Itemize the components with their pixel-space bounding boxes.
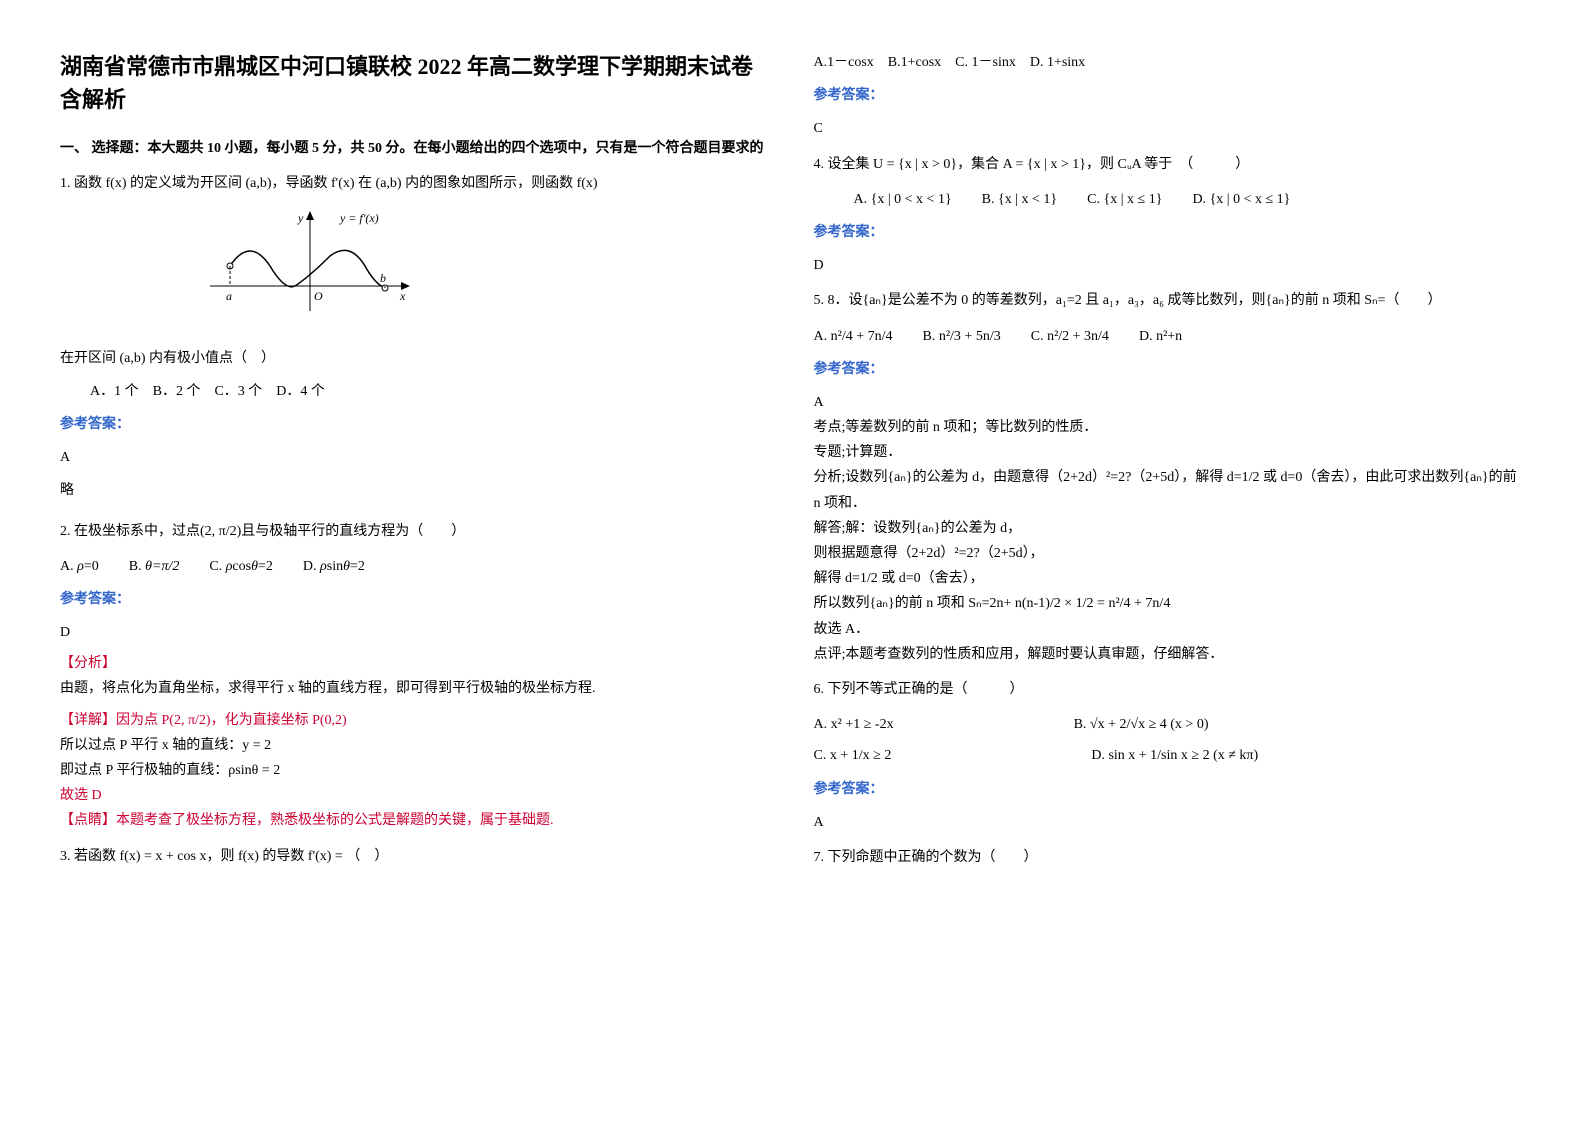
x-axis-label: x (399, 289, 406, 303)
q4-answer: D (814, 253, 1528, 278)
q6-text: 6. 下列不等式正确的是（ ） (814, 682, 1024, 697)
origin-label: O (314, 289, 323, 303)
q2-analysis: 由题，将点化为直角坐标，求得平行 x 轴的直线方程，即可得到平行极轴的极坐标方程… (60, 676, 774, 701)
q5-text: 5. 8．设{aₙ}是公差不为 0 的等差数列，a₁=2 且 a₁，a₃，a₆ … (814, 293, 1442, 308)
q5-topic: 专题;计算题． (814, 440, 1528, 465)
q5-comment: 点评;本题考查数列的性质和应用，解题时要认真审题，仔细解答． (814, 642, 1528, 667)
q6-optA: A. x² +1 ≥ -2x (814, 712, 894, 737)
q2-optB: B. θ=π/2 (129, 554, 180, 579)
b-label: b (380, 271, 386, 285)
q4-options: A. {x | 0 < x < 1} B. {x | x < 1} C. {x … (854, 187, 1528, 212)
q5-solve3: 解得 d=1/2 或 d=0（舍去）， (814, 566, 1528, 591)
q2-optD: D. ρsinθ=2 (303, 554, 365, 579)
right-column: A.1－cosx B.1+cosx C. 1－sinx D. 1+sinx 参考… (814, 50, 1528, 1072)
q6-optB: B. √x + 2/√x ≥ 4 (x > 0) (1074, 712, 1209, 737)
q2-detail2: 所以过点 P 平行 x 轴的直线：y = 2 (60, 733, 774, 758)
a-label: a (226, 289, 232, 303)
question-4: 4. 设全集 U = {x | x > 0}，集合 A = {x | x > 1… (814, 152, 1528, 177)
q5-optD: D. n²+n (1139, 324, 1182, 349)
q6-options-row2: C. x + 1/x ≥ 2 D. sin x + 1/sin x ≥ 2 (x… (814, 743, 1528, 768)
question-1: 1. 函数 f(x) 的定义域为开区间 (a,b)，导函数 f'(x) 在 (a… (60, 171, 774, 196)
q5-options: A. n²/4 + 7n/4 B. n²/3 + 5n/3 C. n²/2 + … (814, 324, 1528, 349)
q5-solve2: 则根据题意得（2+2d）²=2?（2+5d）， (814, 541, 1528, 566)
q4-text: 4. 设全集 U = {x | x > 0}，集合 A = {x | x > 1… (814, 157, 1250, 172)
answer-label-4: 参考答案： (814, 220, 1528, 245)
q4-optD: D. {x | 0 < x ≤ 1} (1192, 187, 1290, 212)
answer-label-1: 参考答案： (60, 412, 774, 437)
q2-answer: D (60, 620, 774, 645)
q2-analysis-label: 【分析】 (60, 651, 774, 676)
q6-answer: A (814, 810, 1528, 835)
question-6: 6. 下列不等式正确的是（ ） (814, 677, 1528, 702)
q1-text: 1. 函数 f(x) 的定义域为开区间 (a,b)，导函数 f'(x) 在 (a… (60, 176, 598, 191)
q2-detail3: 即过点 P 平行极轴的直线：ρsinθ = 2 (60, 758, 774, 783)
q3-text: 3. 若函数 f(x) = x + cos x，则 f(x) 的导数 f'(x)… (60, 849, 388, 864)
q2-options: A. ρ=0 B. θ=π/2 C. ρcosθ=2 D. ρsinθ=2 (60, 554, 774, 579)
q5-optB: B. n²/3 + 5n/3 (923, 324, 1001, 349)
question-2: 2. 在极坐标系中，过点(2, π/2)且与极轴平行的直线方程为（ ） (60, 519, 774, 544)
q6-optD: D. sin x + 1/sin x ≥ 2 (x ≠ kπ) (1091, 743, 1258, 768)
section-1-heading: 一、 选择题：本大题共 10 小题，每小题 5 分，共 50 分。在每小题给出的… (60, 136, 774, 161)
question-5: 5. 8．设{aₙ}是公差不为 0 的等差数列，a₁=2 且 a₁，a₃，a₆ … (814, 288, 1528, 313)
question-3: 3. 若函数 f(x) = x + cos x，则 f(x) 的导数 f'(x)… (60, 844, 774, 869)
answer-label-3: 参考答案： (814, 83, 1528, 108)
q1-options: A．1 个 B．2 个 C．3 个 D．4 个 (90, 379, 774, 404)
q2-optC: C. ρcosθ=2 (209, 554, 273, 579)
q2-optA: A. ρ=0 (60, 554, 99, 579)
q1-text2: 在开区间 (a,b) 内有极小值点（ ） (60, 346, 774, 371)
q5-optA: A. n²/4 + 7n/4 (814, 324, 893, 349)
answer-label-5: 参考答案： (814, 357, 1528, 382)
q2-comment: 【点睛】本题考查了极坐标方程，熟悉极坐标的公式是解题的关键，属于基础题. (60, 808, 774, 833)
q5-answer: A (814, 390, 1528, 415)
q7-text: 7. 下列命题中正确的个数为（ ） (814, 850, 1038, 865)
question-7: 7. 下列命题中正确的个数为（ ） (814, 845, 1528, 870)
q3-options: A.1－cosx B.1+cosx C. 1－sinx D. 1+sinx (814, 50, 1528, 75)
left-column: 湖南省常德市市鼎城区中河口镇联校 2022 年高二数学理下学期期末试卷含解析 一… (60, 50, 774, 1072)
q2-detail: 【详解】因为点 P(2, π/2)，化为直接坐标 P(0,2) (60, 708, 774, 733)
q5-solve1: 解答;解：设数列{aₙ}的公差为 d， (814, 516, 1528, 541)
q4-optA: A. {x | 0 < x < 1} (854, 187, 952, 212)
q5-solve4: 所以数列{aₙ}的前 n 项和 Sₙ=2n+ n(n-1)/2 × 1/2 = … (814, 591, 1528, 616)
answer-label-6: 参考答案： (814, 777, 1528, 802)
q6-options-row1: A. x² +1 ≥ -2x B. √x + 2/√x ≥ 4 (x > 0) (814, 712, 1528, 737)
answer-label-2: 参考答案： (60, 587, 774, 612)
q5-point: 考点;等差数列的前 n 项和；等比数列的性质． (814, 415, 1528, 440)
q6-optC: C. x + 1/x ≥ 2 (814, 743, 892, 768)
y-axis-label: y (297, 211, 304, 225)
q5-optC: C. n²/2 + 3n/4 (1031, 324, 1109, 349)
q4-optC: C. {x | x ≤ 1} (1087, 187, 1162, 212)
q2-detail4: 故选 D (60, 783, 774, 808)
doc-title: 湖南省常德市市鼎城区中河口镇联校 2022 年高二数学理下学期期末试卷含解析 (60, 50, 774, 116)
q1-answer: A (60, 445, 774, 470)
curve-label: y = f'(x) (339, 211, 379, 225)
q4-optB: B. {x | x < 1} (982, 187, 1057, 212)
q2-text: 2. 在极坐标系中，过点(2, π/2)且与极轴平行的直线方程为（ ） (60, 524, 465, 539)
derivative-graph: y y = f'(x) a O b x (200, 206, 774, 335)
q5-analysis: 分析;设数列{aₙ}的公差为 d，由题意得（2+2d）²=2?（2+5d），解得… (814, 465, 1528, 515)
q1-note: 略 (60, 478, 774, 503)
q5-solve5: 故选 A． (814, 617, 1528, 642)
q3-answer: C (814, 116, 1528, 141)
